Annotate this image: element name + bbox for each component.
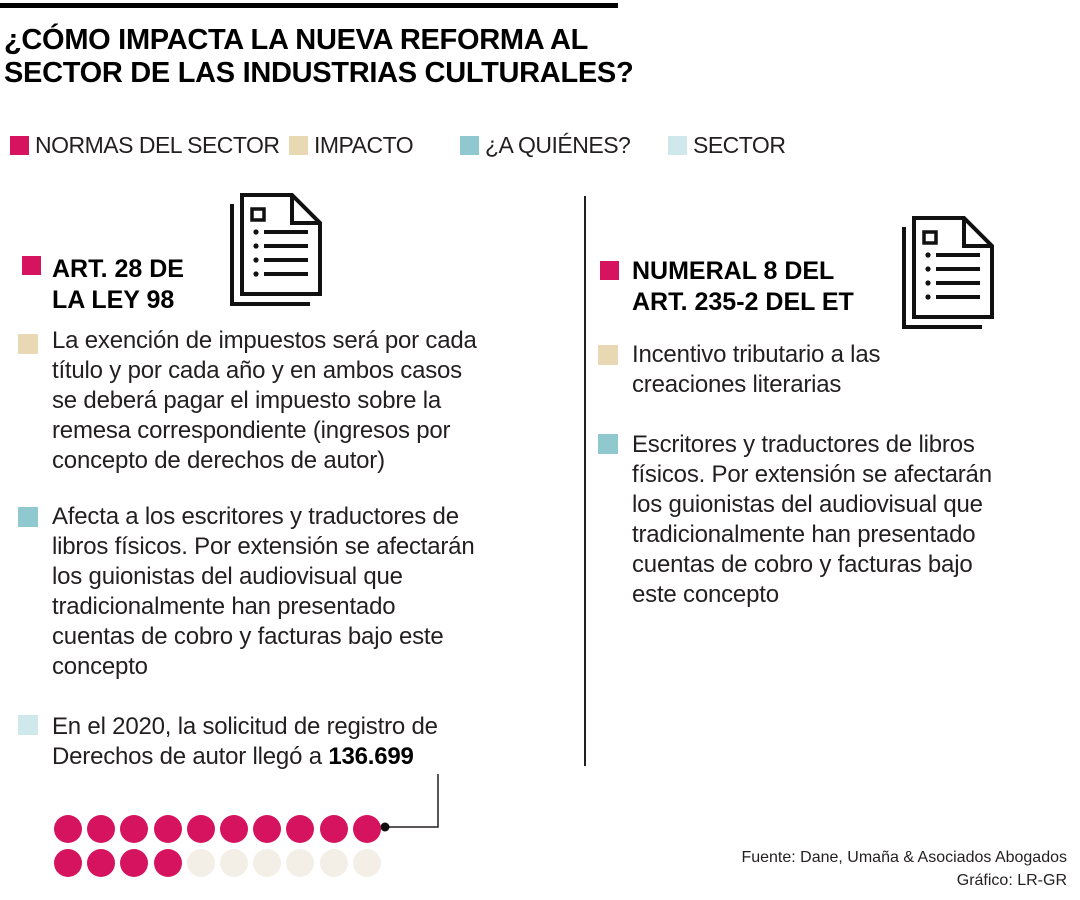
legend-item-sector: SECTOR xyxy=(668,131,786,159)
heading-swatch-right xyxy=(600,261,619,280)
dot-filled xyxy=(253,815,282,843)
text-line: libros físicos. Por extensión se afectar… xyxy=(52,533,475,560)
legend-item-normas: NORMAS DEL SECTOR xyxy=(10,131,280,159)
text-line: Afecta a los escritores y traductores de xyxy=(52,503,459,530)
dot-empty xyxy=(286,849,315,877)
right-heading-line-1: NUMERAL 8 DEL xyxy=(632,257,835,285)
text-line: los guionistas del audiovisual que xyxy=(632,491,983,518)
text-line: En el 2020, la solicitud de registro de xyxy=(52,713,438,740)
source-credit: Fuente: Dane, Umaña & Asociados Abogados… xyxy=(741,846,1067,892)
document-icon xyxy=(902,216,994,329)
sector-swatch-left xyxy=(18,715,38,735)
quienes-swatch-left xyxy=(18,507,38,527)
text-line: cuentas de cobro y facturas bajo xyxy=(632,551,973,578)
dot-empty xyxy=(352,849,381,877)
dot-empty xyxy=(220,849,248,877)
dot-filled xyxy=(54,849,82,877)
dot-empty xyxy=(186,849,215,877)
value-connector xyxy=(380,774,439,832)
left-sector-text: En el 2020, la solicitud de registro de … xyxy=(52,712,438,772)
left-heading: ART. 28 DE LA LEY 98 xyxy=(52,254,184,316)
legend-label-sector: SECTOR xyxy=(693,131,786,158)
text-line: creaciones literarias xyxy=(632,371,842,398)
left-heading-line-2: LA LEY 98 xyxy=(52,286,175,314)
text-line: Incentivo tributario a las xyxy=(632,341,881,368)
left-heading-line-1: ART. 28 DE xyxy=(52,255,184,283)
dot-filled xyxy=(120,815,149,843)
impacto-swatch-left xyxy=(18,334,38,354)
legend-item-quienes: ¿A QUIÉNES? xyxy=(460,131,631,159)
legend-label-quienes: ¿A QUIÉNES? xyxy=(485,131,631,158)
legend-item-impacto: IMPACTO xyxy=(289,131,414,159)
text-line: este concepto xyxy=(632,581,779,608)
dot-empty xyxy=(253,849,282,877)
dot-filled xyxy=(286,815,315,843)
left-impacto-text: La exención de impuestos será por cada t… xyxy=(52,326,477,476)
left-quienes-text: Afecta a los escritores y traductores de… xyxy=(52,502,475,682)
text-line: La exención de impuestos será por cada xyxy=(52,327,477,354)
text-line: los guionistas del audiovisual que xyxy=(52,563,403,590)
title-line-2: SECTOR DE LAS INDUSTRIAS CULTURALES? xyxy=(4,57,634,89)
dot-filled xyxy=(120,849,149,877)
dot-filled xyxy=(153,815,182,843)
right-impacto-text: Incentivo tributario a las creaciones li… xyxy=(632,340,880,400)
legend-swatch-impacto xyxy=(289,135,308,155)
document-icon xyxy=(230,193,322,306)
legend-label-normas: NORMAS DEL SECTOR xyxy=(35,131,280,158)
sector-value: 136.699 xyxy=(328,743,414,770)
legend-swatch-normas xyxy=(10,135,29,155)
legend-swatch-sector xyxy=(668,135,687,155)
text-line: tradicionalmente han presentado xyxy=(52,593,396,620)
credit-line: Gráfico: LR-GR xyxy=(956,872,1067,889)
dot-filled xyxy=(220,815,248,843)
heading-swatch-left xyxy=(22,256,41,275)
dot-empty xyxy=(319,849,348,877)
dot-filled xyxy=(87,815,116,843)
dot-filled xyxy=(319,815,348,843)
text-line: Derechos de autor llegó a 136.699 xyxy=(52,742,438,772)
top-rule xyxy=(0,3,618,8)
column-divider xyxy=(584,196,586,766)
legend-swatch-quienes xyxy=(460,135,479,155)
text-line: se deberá pagar el impuesto sobre la xyxy=(52,387,442,414)
text-line: remesa correspondiente (ingresos por xyxy=(52,417,451,444)
quienes-swatch-right xyxy=(598,434,618,454)
dot-filled xyxy=(352,815,381,843)
page-title: ¿CÓMO IMPACTA LA NUEVA REFORMA AL SECTOR… xyxy=(4,24,644,90)
sector-prefix: Derechos de autor llegó a xyxy=(52,743,329,770)
dot-filled xyxy=(153,849,182,877)
dot-filled xyxy=(186,815,215,843)
text-line: físicos. Por extensión se afectarán xyxy=(632,461,992,488)
dot-filled xyxy=(54,815,82,843)
legend-label-impacto: IMPACTO xyxy=(314,131,414,158)
text-line: concepto de derechos de autor) xyxy=(52,447,385,474)
title-line-1: ¿CÓMO IMPACTA LA NUEVA REFORMA AL xyxy=(4,24,589,56)
text-line: título y por cada año y en ambos casos xyxy=(52,357,462,384)
right-quienes-text: Escritores y traductores de libros físic… xyxy=(632,430,992,610)
text-line: tradicionalmente han presentado xyxy=(632,521,976,548)
text-line: cuentas de cobro y facturas bajo este xyxy=(52,623,444,650)
dot-filled xyxy=(87,849,116,877)
text-line: Escritores y traductores de libros xyxy=(632,431,975,458)
text-line: concepto xyxy=(52,653,148,680)
source-line: Fuente: Dane, Umaña & Asociados Abogados xyxy=(741,849,1067,866)
right-heading-line-2: ART. 235-2 DEL ET xyxy=(632,288,854,316)
impacto-swatch-right xyxy=(598,345,618,365)
right-heading: NUMERAL 8 DEL ART. 235-2 DEL ET xyxy=(632,256,854,318)
